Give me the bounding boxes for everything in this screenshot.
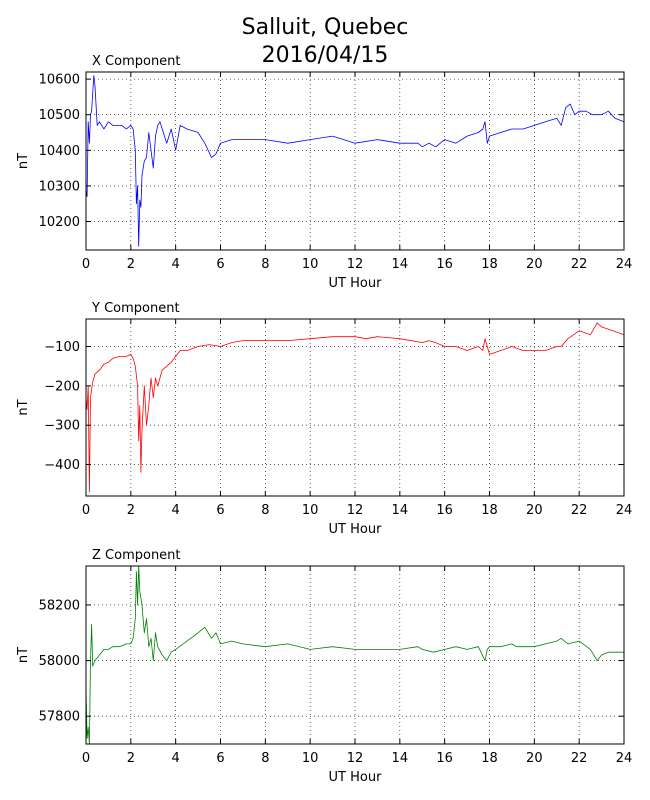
chart2-x-tick-label: 16 — [436, 751, 453, 766]
chart2-x-tick-label: 24 — [616, 751, 633, 766]
chart0-x-tick-label: 12 — [347, 257, 364, 272]
chart1-y-tick-label: −100 — [44, 340, 80, 355]
chart0-x-tick-label: 18 — [481, 257, 498, 272]
chart2-x-tick-label: 6 — [216, 751, 224, 766]
z-component-title: Z Component — [92, 548, 181, 563]
chart1-y-axis-label: nT — [16, 399, 31, 415]
chart0-y-tick-label: 10300 — [39, 179, 80, 194]
chart1-y-tick-label: −400 — [44, 458, 80, 473]
chart0-y-tick-label: 10500 — [39, 108, 80, 123]
chart2-y-tick-label: 58000 — [39, 654, 80, 669]
chart1-y-tick-label: −200 — [44, 379, 80, 394]
chart1-x-tick-label: 24 — [616, 503, 633, 518]
chart0-x-tick-label: 8 — [261, 257, 269, 272]
x-component-chart: 0 2 4 6 8 10 12 14 16 18 20 22 241020010300104001050… — [16, 54, 632, 291]
chart2-y-tick-label: 58200 — [39, 598, 80, 613]
chart0-x-axis-label: UT Hour — [329, 276, 383, 291]
y-component-title: Y Component — [91, 301, 180, 316]
chart0-x-tick-label: 0 — [82, 257, 90, 272]
chart1-x-tick-label: 6 — [216, 503, 224, 518]
chart2-x-tick-label: 14 — [392, 751, 409, 766]
chart0-x-tick-label: 24 — [616, 257, 633, 272]
chart2-x-tick-label: 20 — [526, 751, 543, 766]
chart0-x-tick-label: 6 — [216, 257, 224, 272]
chart0-x-tick-label: 2 — [127, 257, 135, 272]
chart2-series-line — [85, 565, 624, 745]
chart0-x-tick-label: 14 — [392, 257, 409, 272]
chart0-y-tick-label: 10400 — [39, 144, 80, 159]
chart1-y-tick-label: −300 — [44, 419, 80, 434]
chart1-series-line — [85, 322, 625, 493]
chart0-series-line — [85, 75, 625, 247]
chart1-x-tick-label: 22 — [571, 503, 588, 518]
chart2-x-tick-label: 2 — [127, 751, 135, 766]
chart2-x-tick-label: 18 — [481, 751, 498, 766]
chart1-x-tick-label: 16 — [436, 503, 453, 518]
chart2-x-tick-label: 12 — [347, 751, 364, 766]
figure-title-line2: 2016/04/15 — [262, 43, 389, 68]
figure-title-line1: Salluit, Quebec — [242, 15, 409, 40]
chart2-x-tick-label: 8 — [261, 751, 269, 766]
chart0-x-tick-label: 20 — [526, 257, 543, 272]
chart2-x-tick-label: 10 — [302, 751, 319, 766]
chart2-x-tick-label: 4 — [172, 751, 180, 766]
chart2-x-axis-label: UT Hour — [329, 770, 383, 785]
chart0-x-tick-label: 22 — [571, 257, 588, 272]
chart2-x-tick-label: 22 — [571, 751, 588, 766]
chart0-y-axis-label: nT — [16, 153, 31, 169]
chart0-y-tick-label: 10200 — [39, 215, 80, 230]
chart1-x-axis-label: UT Hour — [329, 522, 383, 537]
chart1-x-tick-label: 20 — [526, 503, 543, 518]
chart1-x-tick-label: 0 — [82, 503, 90, 518]
chart1-x-tick-label: 8 — [261, 503, 269, 518]
chart1-x-tick-label: 10 — [302, 503, 319, 518]
chart1-x-tick-label: 18 — [481, 503, 498, 518]
chart1-x-tick-label: 14 — [392, 503, 409, 518]
x-component-title: X Component — [92, 54, 181, 69]
chart2-x-tick-label: 0 — [82, 751, 90, 766]
chart0-x-tick-label: 10 — [302, 257, 319, 272]
chart0-x-tick-label: 4 — [172, 257, 180, 272]
chart0-x-tick-label: 16 — [436, 257, 453, 272]
chart1-x-tick-label: 12 — [347, 503, 364, 518]
chart2-y-tick-label: 57800 — [39, 710, 80, 725]
chart2-y-axis-label: nT — [16, 647, 31, 663]
chart0-y-tick-label: 10600 — [39, 73, 80, 88]
chart1-x-tick-label: 4 — [172, 503, 180, 518]
chart1-x-tick-label: 2 — [127, 503, 135, 518]
